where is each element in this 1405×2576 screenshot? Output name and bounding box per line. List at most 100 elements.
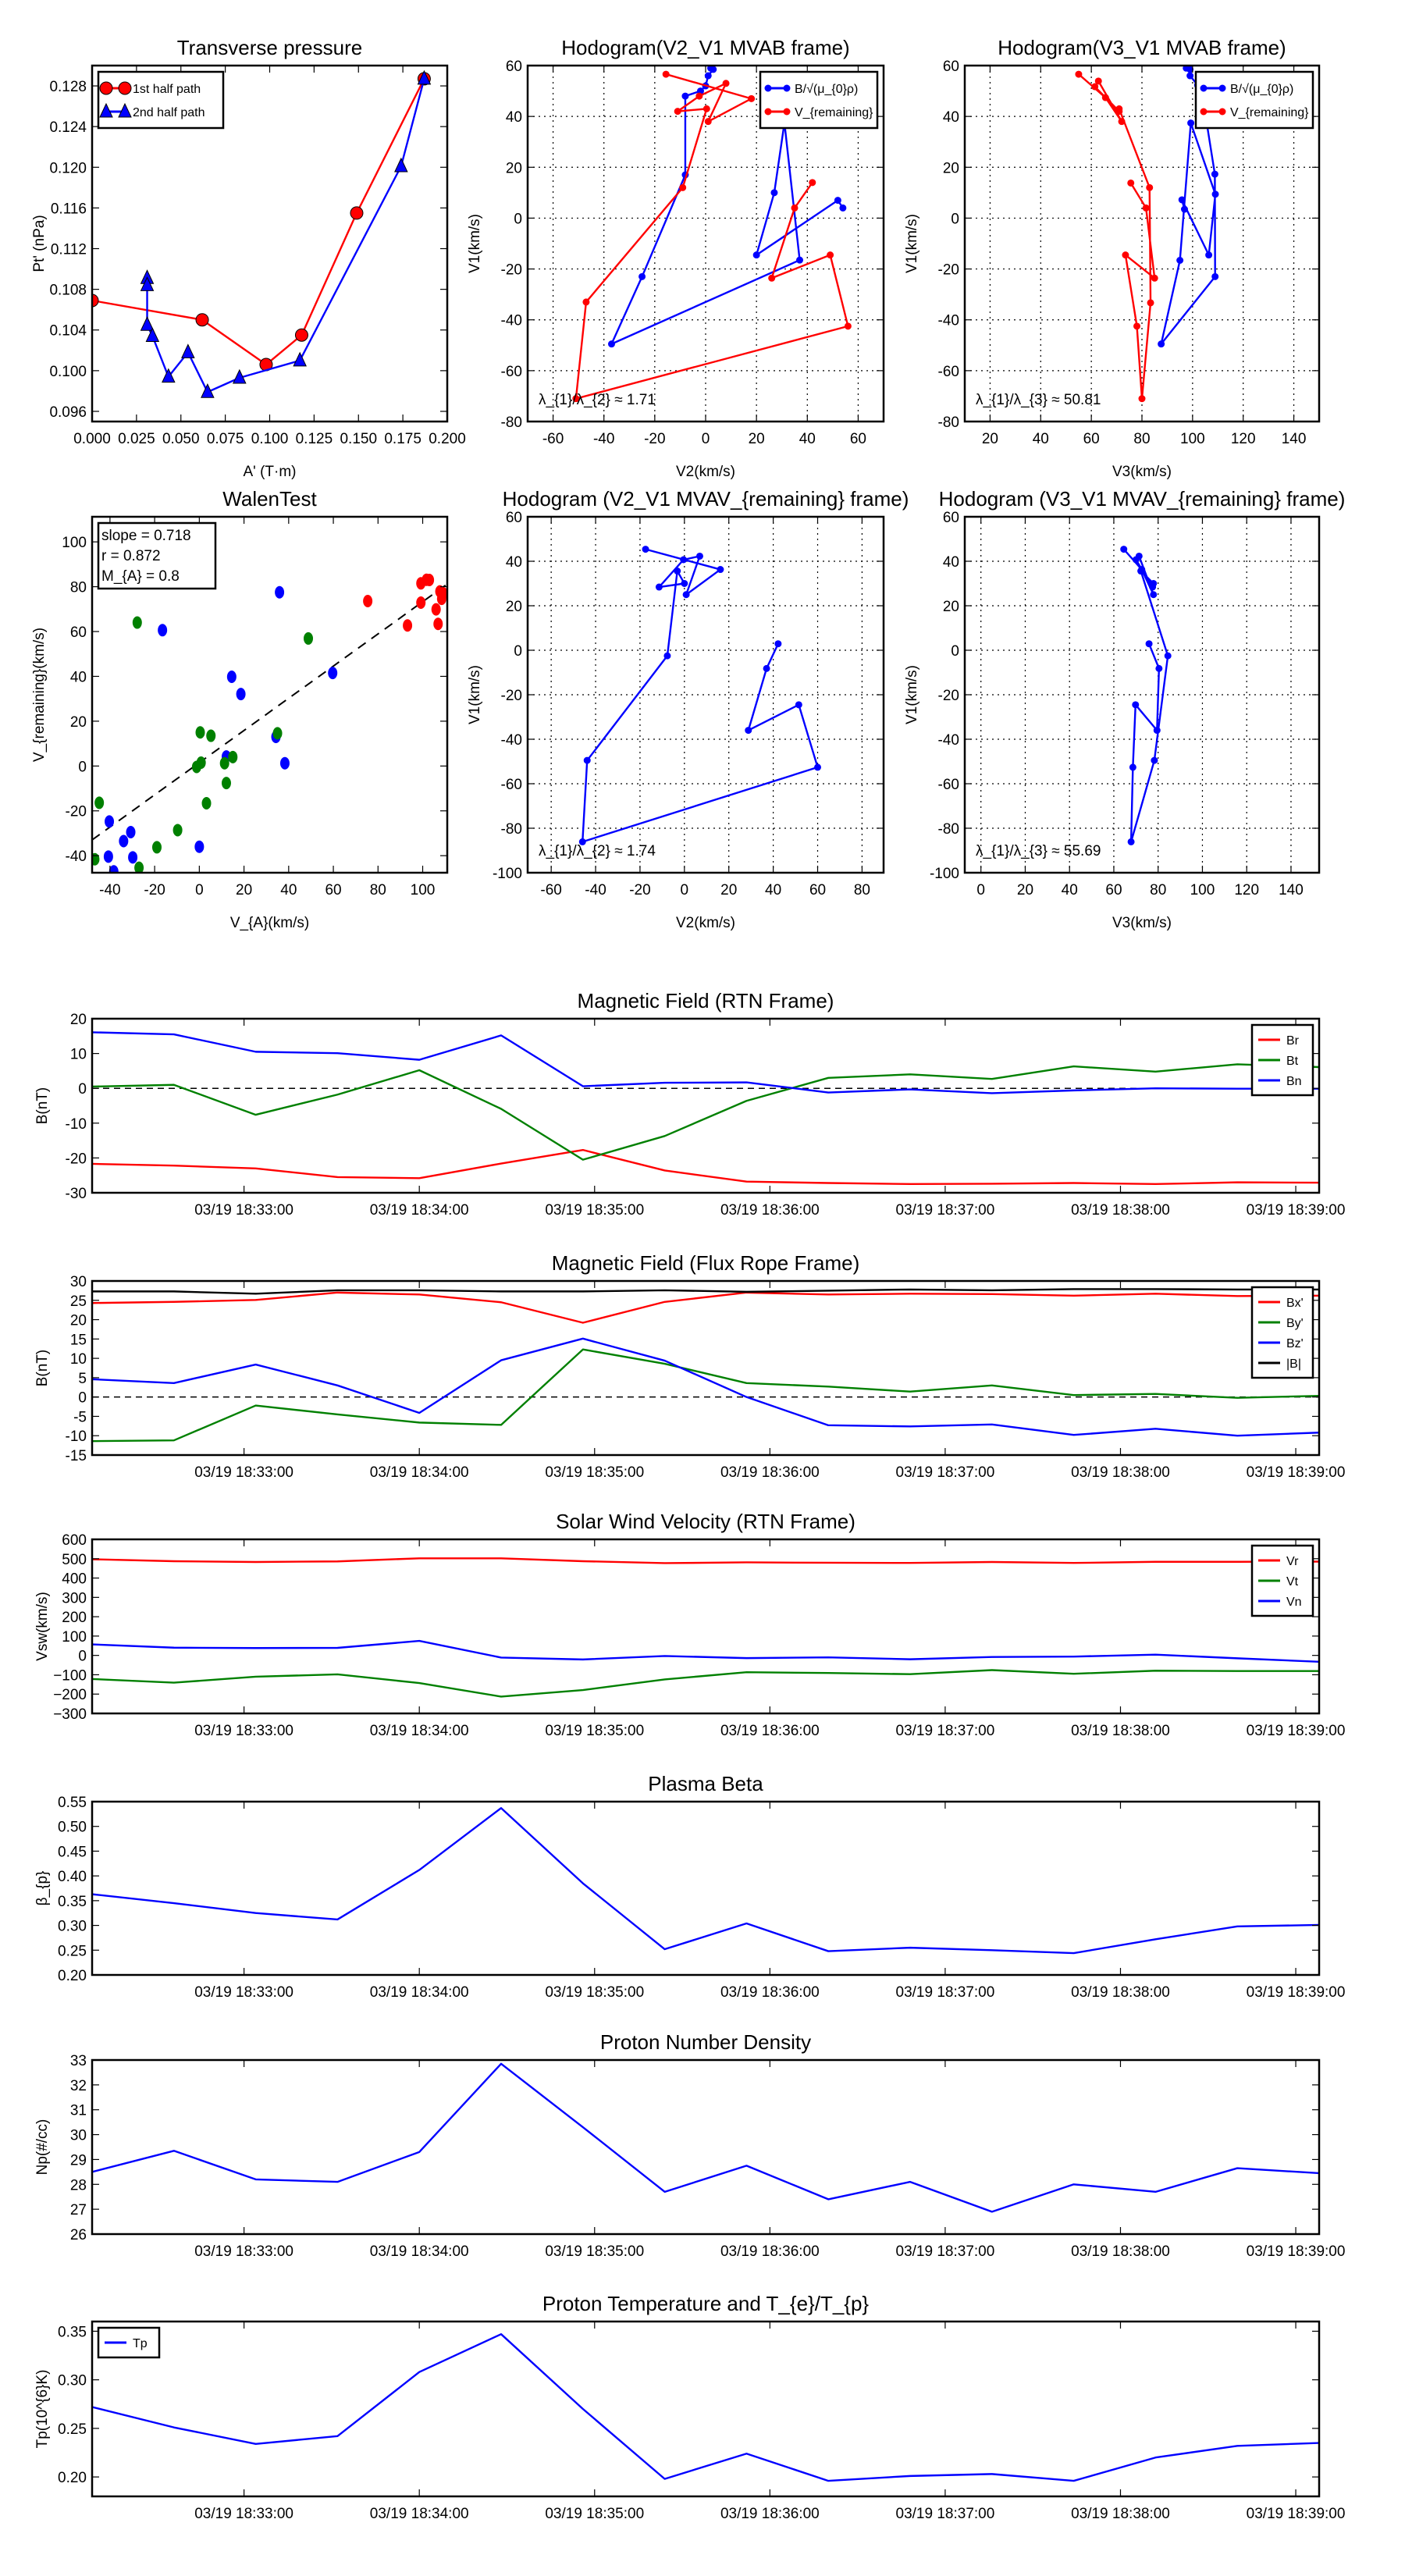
y-tick-label: 0.25	[58, 1943, 87, 1959]
data-point	[1115, 105, 1123, 112]
data-point	[433, 617, 443, 631]
x-tick-label: 100	[411, 882, 436, 898]
data-point	[151, 841, 162, 854]
legend-item: 2nd half path	[99, 102, 205, 119]
x-tick-label: 0.125	[296, 431, 333, 447]
data-point	[704, 72, 712, 80]
y-tick-label: 20	[70, 1313, 87, 1329]
chart-title: Transverse pressure	[177, 36, 362, 59]
data-point	[791, 204, 799, 212]
data-point	[194, 840, 205, 853]
y-tick-label: -60	[938, 777, 959, 793]
data-point	[770, 189, 778, 197]
x-tick-label: 0.000	[73, 431, 111, 447]
chart-hodogram-v3-v1-mvav: 0 20 40 60 80 100 120 140 -100 -80 -60 -40 -20 0 20 40 6…	[904, 487, 1345, 931]
x-tick-label: 03/19 18:38:00	[1071, 1984, 1170, 2001]
series-line-vt	[92, 1669, 1319, 1698]
legend-marker	[99, 102, 113, 118]
x-tick-label: 03/19 18:34:00	[370, 1202, 469, 1219]
data-point	[403, 619, 413, 632]
data-point	[219, 756, 229, 770]
data-point	[839, 204, 847, 212]
plot-area	[578, 546, 822, 845]
chart-proton-number-density: 03/19 18:33:00 03/19 18:34:00 03/19 18:35:…	[34, 2030, 1345, 2260]
legend-item: Br	[1258, 1034, 1300, 1048]
y-tick-label: −200	[53, 1687, 87, 1703]
data-point	[1164, 652, 1172, 660]
legend-label: 1st half path	[133, 83, 201, 96]
chart-solar-wind-velocity: 03/19 18:33:00 03/19 18:34:00 03/19 18:35:…	[34, 1510, 1345, 1739]
y-tick-label: 60	[506, 59, 522, 75]
x-tick-label: 0	[702, 431, 710, 447]
legend-label: Tp	[133, 2337, 148, 2350]
x-tick-label: 03/19 18:39:00	[1247, 2506, 1346, 2522]
data-point	[126, 826, 136, 839]
legend-label: V_{remaining}	[795, 106, 873, 119]
x-tick-label: 0.050	[162, 431, 200, 447]
legend-box	[1250, 1544, 1314, 1617]
series-line-bt	[92, 1063, 1319, 1161]
data-point	[140, 276, 155, 291]
x-tick-label: 40	[799, 431, 816, 447]
series-line-br	[92, 1148, 1319, 1186]
legend: Vr Vt Vn	[1250, 1544, 1314, 1617]
x-tick-label: 03/19 18:37:00	[896, 1984, 995, 2001]
x-tick-label: 100	[1190, 882, 1215, 898]
data-point	[796, 256, 804, 264]
chart-title: Hodogram (V3_V1 MVAV_{remaining} frame)	[939, 487, 1346, 511]
x-tick-label: 03/19 18:34:00	[370, 1464, 469, 1481]
legend-marker	[1200, 84, 1208, 92]
chart-magnetic-field-flux-rope: 03/19 18:33:00 03/19 18:34:00 03/19 18:35:…	[34, 1251, 1345, 1481]
legend-item: V_{remaining}	[1200, 106, 1309, 119]
data-point	[279, 756, 290, 770]
legend-item: Bt	[1258, 1055, 1299, 1068]
data-point	[1151, 756, 1158, 764]
plot-area	[92, 1031, 1319, 1186]
y-tick-label: -40	[938, 732, 959, 749]
legend: B/√(μ_{0}ρ) V_{remaining}	[1194, 70, 1314, 130]
x-tick-label: 03/19 18:33:00	[194, 1984, 293, 2001]
y-tick-label: 40	[506, 109, 522, 126]
x-tick-label: 03/19 18:35:00	[545, 1723, 644, 1739]
axes-frame	[91, 1800, 1321, 1976]
data-point	[294, 328, 308, 342]
fit-line	[92, 583, 447, 841]
x-tick-label: 0	[681, 882, 689, 898]
axes-frame	[91, 1017, 1321, 1194]
x-tick-label: 03/19 18:33:00	[194, 1723, 293, 1739]
data-point	[642, 546, 649, 553]
legend-item: 1st half path	[99, 81, 201, 96]
data-point	[1075, 70, 1083, 78]
legend: Br Bt Bn	[1250, 1023, 1314, 1097]
legend-box	[97, 70, 225, 130]
y-tick-label: 0	[514, 211, 522, 227]
chart-magnetic-field-rtn: 03/19 18:33:00 03/19 18:34:00 03/19 18:35:…	[34, 989, 1345, 1219]
y-tick-label: 27	[70, 2202, 87, 2218]
chart-title: Hodogram(V3_V1 MVAB frame)	[998, 36, 1286, 59]
legend-label: |B|	[1286, 1357, 1301, 1371]
x-tick-label: 60	[1083, 431, 1100, 447]
legend-marker	[118, 81, 132, 95]
y-tick-label: 40	[70, 669, 87, 685]
x-tick-label: 03/19 18:39:00	[1247, 1464, 1346, 1481]
x-tick-label: -20	[144, 882, 165, 898]
y-tick-label: 15	[70, 1332, 87, 1348]
x-tick-label: 0.200	[429, 431, 466, 447]
x-tick-label: 03/19 18:39:00	[1247, 2243, 1346, 2260]
data-point	[1158, 340, 1165, 348]
y-tick-label: -40	[938, 313, 959, 329]
chart-hodogram-v3-v1-mvab: 20 40 60 80 100 120 140 -80 -60 -40 -20 0 20 40 60 Hodo…	[904, 36, 1321, 480]
data-point	[681, 92, 689, 100]
legend: Tp	[97, 2326, 161, 2359]
series-line-v-remaining-	[1078, 73, 1156, 400]
x-tick-label: 0.175	[384, 431, 422, 447]
x-tick-label: 03/19 18:37:00	[896, 2506, 995, 2522]
data-point	[809, 179, 816, 187]
plot-area	[92, 1557, 1319, 1698]
data-point	[1137, 568, 1145, 575]
data-point	[201, 383, 215, 398]
series-line-vn	[92, 1639, 1319, 1663]
data-point	[1151, 274, 1158, 282]
y-tick-label: 20	[943, 160, 959, 176]
data-point	[674, 568, 681, 575]
